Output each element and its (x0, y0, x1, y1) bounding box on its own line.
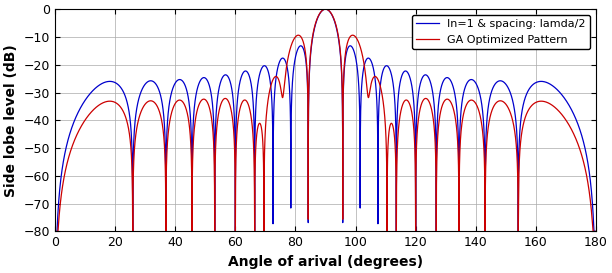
X-axis label: Angle of arival (degrees): Angle of arival (degrees) (228, 255, 423, 269)
GA Optimized Pattern (494, 100, 502, 103)
In=1 & spacing: lamda/2: (147, -26): lamda/2: (147, -26) (494, 80, 502, 83)
In=1 & spacing: lamda/2: (180, -80): lamda/2: (180, -80) (592, 230, 600, 233)
Line: GA Optimized Pattern: GA Optimized Pattern (55, 9, 596, 232)
GA Optimized Pattern (51, 230, 59, 233)
In=1 & spacing: lamda/2: (87.1, -4.11): lamda/2: (87.1, -4.11) (313, 19, 320, 22)
Y-axis label: Side lobe level (dB): Side lobe level (dB) (4, 44, 18, 197)
In=1 & spacing: lamda/2: (5.73e-05, -80): lamda/2: (5.73e-05, -80) (51, 230, 59, 233)
In=1 & spacing: lamda/2: (148, -25.8): lamda/2: (148, -25.8) (498, 79, 505, 82)
In=1 & spacing: lamda/2: (170, -33.2): lamda/2: (170, -33.2) (563, 100, 570, 103)
GA Optimized Pattern (239, 100, 247, 103)
Legend: In=1 & spacing: lamda/2, GA Optimized Pattern: In=1 & spacing: lamda/2, GA Optimized Pa… (412, 15, 591, 49)
GA Optimized Pattern (592, 230, 600, 233)
GA Optimized Pattern (78, 124, 85, 127)
GA Optimized Pattern (313, 18, 320, 22)
Line: In=1 & spacing: lamda/2: In=1 & spacing: lamda/2 (55, 9, 596, 232)
In=1 & spacing: lamda/2: (90, 0): lamda/2: (90, 0) (322, 8, 329, 11)
In=1 & spacing: lamda/2: (8.77, -34.9): lamda/2: (8.77, -34.9) (78, 105, 85, 108)
GA Optimized Pattern (322, 8, 329, 11)
GA Optimized Pattern (563, 119, 570, 123)
In=1 & spacing: lamda/2: (62.5, -23.1): lamda/2: (62.5, -23.1) (239, 72, 247, 75)
GA Optimized Pattern (498, 99, 505, 102)
